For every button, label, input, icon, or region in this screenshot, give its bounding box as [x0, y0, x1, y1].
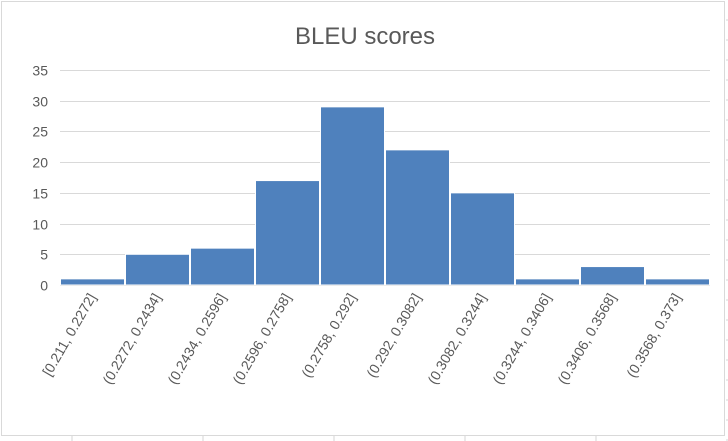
y-tick-label: 0	[40, 278, 48, 294]
histogram-bar[interactable]	[385, 149, 450, 286]
chart-title: BLEU scores	[295, 23, 435, 50]
histogram-bar[interactable]	[60, 278, 125, 286]
histogram-bar[interactable]	[320, 106, 385, 286]
x-category-label: (0.2596, 0.2758]	[229, 291, 294, 387]
histogram-bar[interactable]	[580, 266, 645, 286]
histogram-bar[interactable]	[190, 247, 255, 286]
y-tick-label: 5	[40, 247, 48, 263]
y-tick-label: 30	[32, 94, 48, 110]
histogram-bar[interactable]	[515, 278, 580, 286]
y-tick-label: 10	[32, 217, 48, 233]
x-category-label: (0.3244, 0.3406]	[489, 291, 554, 387]
histogram-bar[interactable]	[450, 192, 515, 286]
x-category-label: [0.211, 0.2272]	[39, 291, 99, 379]
histogram-bar[interactable]	[645, 278, 710, 286]
histogram-bar[interactable]	[255, 180, 320, 286]
histogram-bar[interactable]	[125, 253, 190, 286]
x-category-label: (0.2758, 0.292]	[298, 291, 359, 381]
x-category-label: (0.3568, 0.373]	[623, 291, 684, 381]
y-tick-label: 20	[32, 155, 48, 171]
x-axis-category-labels: [0.211, 0.2272] (0.2272, 0.2434] (0.2434, …	[39, 291, 684, 387]
bars	[60, 106, 710, 286]
y-tick-label: 35	[32, 63, 48, 79]
x-category-label: (0.3082, 0.3244]	[424, 291, 489, 387]
y-axis-tick-labels: 0 5 10 15 20 25 30 35	[32, 63, 48, 294]
y-tick-label: 15	[32, 186, 48, 202]
x-category-label: (0.292, 0.3082]	[363, 291, 424, 381]
x-category-label: (0.3406, 0.3568]	[554, 291, 619, 387]
y-tick-label: 25	[32, 124, 48, 140]
x-category-label: (0.2434, 0.2596]	[164, 291, 229, 387]
x-category-label: (0.2272, 0.2434]	[99, 291, 164, 387]
